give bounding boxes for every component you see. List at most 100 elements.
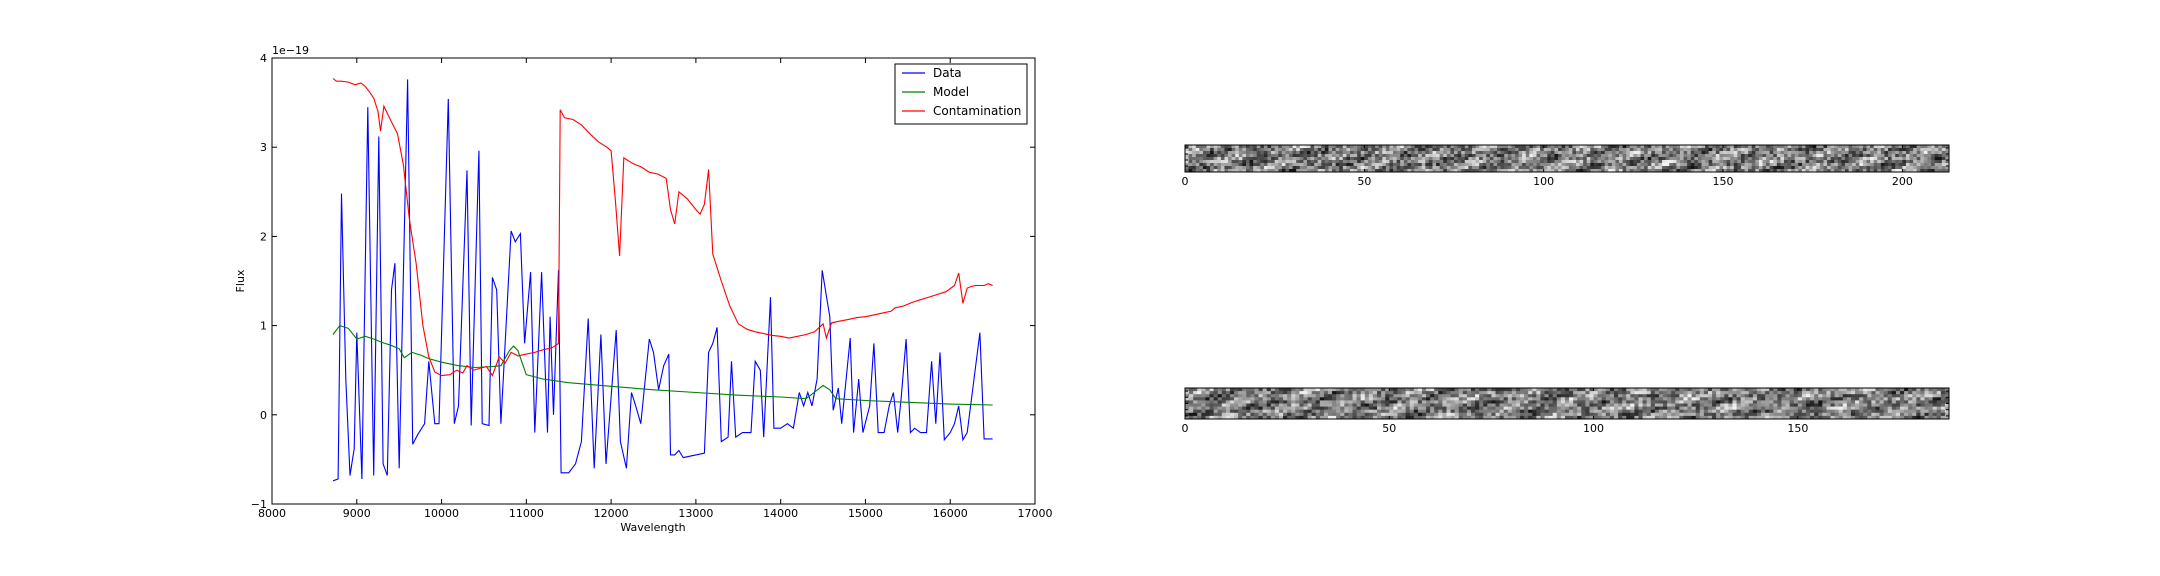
- image-pixel: [1493, 157, 1498, 161]
- image-pixel: [1748, 406, 1754, 411]
- image-pixel: [1789, 391, 1795, 395]
- image-pixel: [1726, 160, 1731, 164]
- image-pixel: [1291, 394, 1296, 398]
- image-pixel: [1810, 415, 1815, 420]
- image-pixel: [1552, 394, 1558, 398]
- image-pixel: [1913, 154, 1918, 158]
- image-pixel: [1644, 154, 1649, 158]
- image-pixel: [1905, 154, 1910, 158]
- image-pixel: [1752, 409, 1758, 414]
- image-pixel: [1814, 391, 1819, 395]
- image-pixel: [1651, 154, 1656, 158]
- image-pixel: [1597, 412, 1603, 417]
- image-pixel: [1518, 169, 1523, 173]
- image-pixel: [1789, 406, 1795, 411]
- image-pixel: [1744, 169, 1749, 173]
- image-pixel: [1246, 391, 1251, 395]
- image-pixel: [1879, 391, 1885, 395]
- image-pixel: [1515, 391, 1521, 395]
- image-pixel: [1307, 415, 1313, 420]
- image-pixel: [1834, 403, 1840, 407]
- image-pixel: [1867, 415, 1872, 420]
- image-pixel: [1224, 148, 1229, 152]
- image-pixel: [1687, 397, 1693, 401]
- image-pixel: [1905, 157, 1910, 161]
- image-pixel: [1289, 151, 1294, 155]
- image-pixel: [1676, 151, 1681, 155]
- image-pixel: [1524, 412, 1529, 417]
- image-pixel: [1185, 148, 1189, 152]
- image-pixel: [1590, 169, 1595, 173]
- image-pixel: [1728, 415, 1733, 420]
- image-pixel: [1654, 409, 1660, 414]
- image-pixel: [1253, 157, 1258, 161]
- image-pixel: [1548, 391, 1554, 395]
- image-pixel: [1691, 403, 1697, 407]
- image-pixel: [1855, 388, 1860, 392]
- image-pixel: [1554, 145, 1559, 149]
- image-pixel: [1529, 145, 1534, 149]
- image-pixel: [1375, 151, 1380, 155]
- image-pixel: [1579, 145, 1584, 149]
- image-pixel: [1827, 160, 1832, 164]
- image-pixel: [1532, 169, 1537, 173]
- image-pixel: [1626, 163, 1631, 167]
- image-pixel: [1650, 403, 1656, 407]
- image-pixel: [1822, 409, 1827, 414]
- image-pixel: [1335, 154, 1340, 158]
- image-pixel: [1489, 151, 1494, 155]
- image-pixel: [1590, 157, 1595, 161]
- image-pixel: [1319, 406, 1325, 411]
- image-pixel: [1773, 403, 1778, 407]
- image-pixel: [1944, 391, 1950, 395]
- image-pixel: [1479, 388, 1484, 392]
- image-pixel: [1615, 154, 1620, 158]
- image-pixel: [1838, 415, 1844, 420]
- image-pixel: [1410, 160, 1415, 164]
- image-pixel: [1776, 169, 1781, 173]
- image-pixel: [1491, 406, 1496, 411]
- image-pixel: [1940, 412, 1946, 417]
- image-pixel: [1579, 160, 1584, 164]
- image-pixel: [1421, 154, 1426, 158]
- image-pixel: [1573, 412, 1578, 417]
- image-pixel: [1629, 169, 1634, 173]
- image-pixel: [1629, 163, 1634, 167]
- image-pixel: [1321, 145, 1326, 149]
- image-pixel: [1487, 406, 1492, 411]
- image-pixel: [1781, 403, 1786, 407]
- y-axis-label: Flux: [234, 269, 247, 292]
- image-pixel: [1732, 391, 1737, 395]
- image-pixel: [1691, 415, 1697, 420]
- image-pixel: [1667, 388, 1672, 392]
- image-pixel: [1697, 166, 1702, 170]
- image-pixel: [1568, 148, 1573, 152]
- image-pixel: [1871, 388, 1876, 392]
- image-pixel: [1940, 394, 1946, 398]
- image-pixel: [1638, 391, 1643, 395]
- image-pixel: [1651, 145, 1656, 149]
- image-pixel: [1605, 388, 1611, 392]
- image-pixel: [1432, 151, 1437, 155]
- image-pixel: [1690, 166, 1695, 170]
- image-pixel: [1393, 391, 1398, 395]
- image-pixel: [1262, 409, 1268, 414]
- image-pixel: [1413, 400, 1419, 404]
- image-pixel: [1201, 406, 1206, 411]
- image-pixel: [1651, 166, 1656, 170]
- image-pixel: [1723, 145, 1728, 149]
- image-pixel: [1703, 388, 1709, 392]
- image-pixel: [1841, 151, 1846, 155]
- image-pixel: [1289, 145, 1294, 149]
- image-pixel: [1491, 397, 1496, 401]
- image-pixel: [1877, 166, 1882, 170]
- image-pixel: [1434, 415, 1439, 420]
- image-pixel: [1249, 169, 1254, 173]
- image-pixel: [1867, 394, 1872, 398]
- image-pixel: [1306, 169, 1311, 173]
- image-pixel: [1260, 148, 1265, 152]
- image-pixel: [1818, 391, 1823, 395]
- image-pixel: [1342, 157, 1347, 161]
- image-pixel: [1630, 403, 1635, 407]
- image-pixel: [1389, 403, 1394, 407]
